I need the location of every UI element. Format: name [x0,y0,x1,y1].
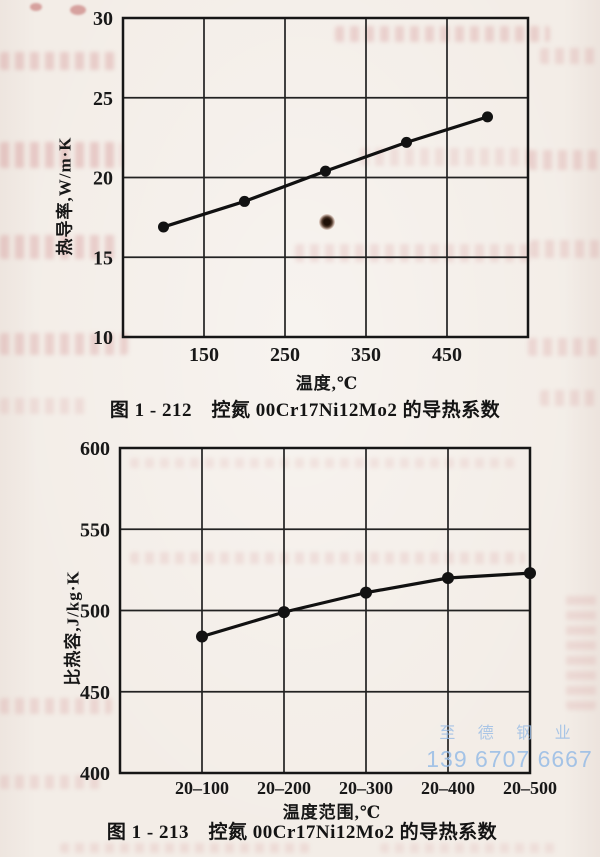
ink-blot [319,214,335,230]
fig-1-212-caption: 图 1 - 212 控氮 00Cr17Ni12Mo2 的导热系数 [109,400,501,421]
plot-frame [118,446,532,775]
y-tick-label: 25 [93,88,113,110]
plot-frame [121,16,530,339]
data-point [360,586,372,599]
fig-1-212-chart: 10 15 20 25 30 150 250 350 450 [93,8,530,366]
data-point [239,195,250,207]
x-tick-label: 20–100 [175,778,229,798]
fig-1-212-x-axis-label: 温度,℃ [295,374,359,393]
data-point [482,111,493,123]
scan-speck [30,3,42,11]
x-tick-label: 20–300 [339,778,393,798]
data-point [442,572,454,584]
x-tick-label: 20–200 [257,778,311,798]
fig-1-212-y-axis-label: 热导率,W/m·K [55,136,75,256]
y-tick-label: 20 [93,168,113,190]
x-tick-label: 350 [351,344,381,366]
y-tick-label: 400 [80,763,110,785]
data-point [278,606,290,619]
data-point [401,136,412,148]
fig-1-213-chart: 400 450 500 550 600 20–100 20–200 20–300 20–400 2… [80,438,557,798]
fig-1-213-x-axis-label: 温度范围,℃ [282,803,382,822]
x-tick-label: 20–400 [421,778,475,798]
y-tick-label: 15 [93,247,113,269]
y-tick-label: 30 [93,8,113,30]
fig-1-213-caption: 图 1 - 213 控氮 00Cr17Ni12Mo2 的导热系数 [106,822,498,843]
y-tick-label: 450 [80,682,110,704]
scan-speck [70,5,86,15]
x-tick-label: 250 [270,344,300,366]
y-tick-label: 600 [80,438,110,460]
x-tick-label: 20–500 [503,778,557,798]
data-point [196,630,208,643]
data-point [524,567,536,580]
x-tick-label: 450 [432,344,462,366]
y-tick-label: 550 [80,519,110,541]
data-point [158,221,169,233]
y-tick-label: 500 [80,601,110,623]
x-tick-label: 150 [189,344,219,366]
y-tick-label: 10 [93,327,113,349]
data-point [320,165,331,177]
fig-1-213-y-axis-label: 比热容,J/kg·K [63,570,83,686]
